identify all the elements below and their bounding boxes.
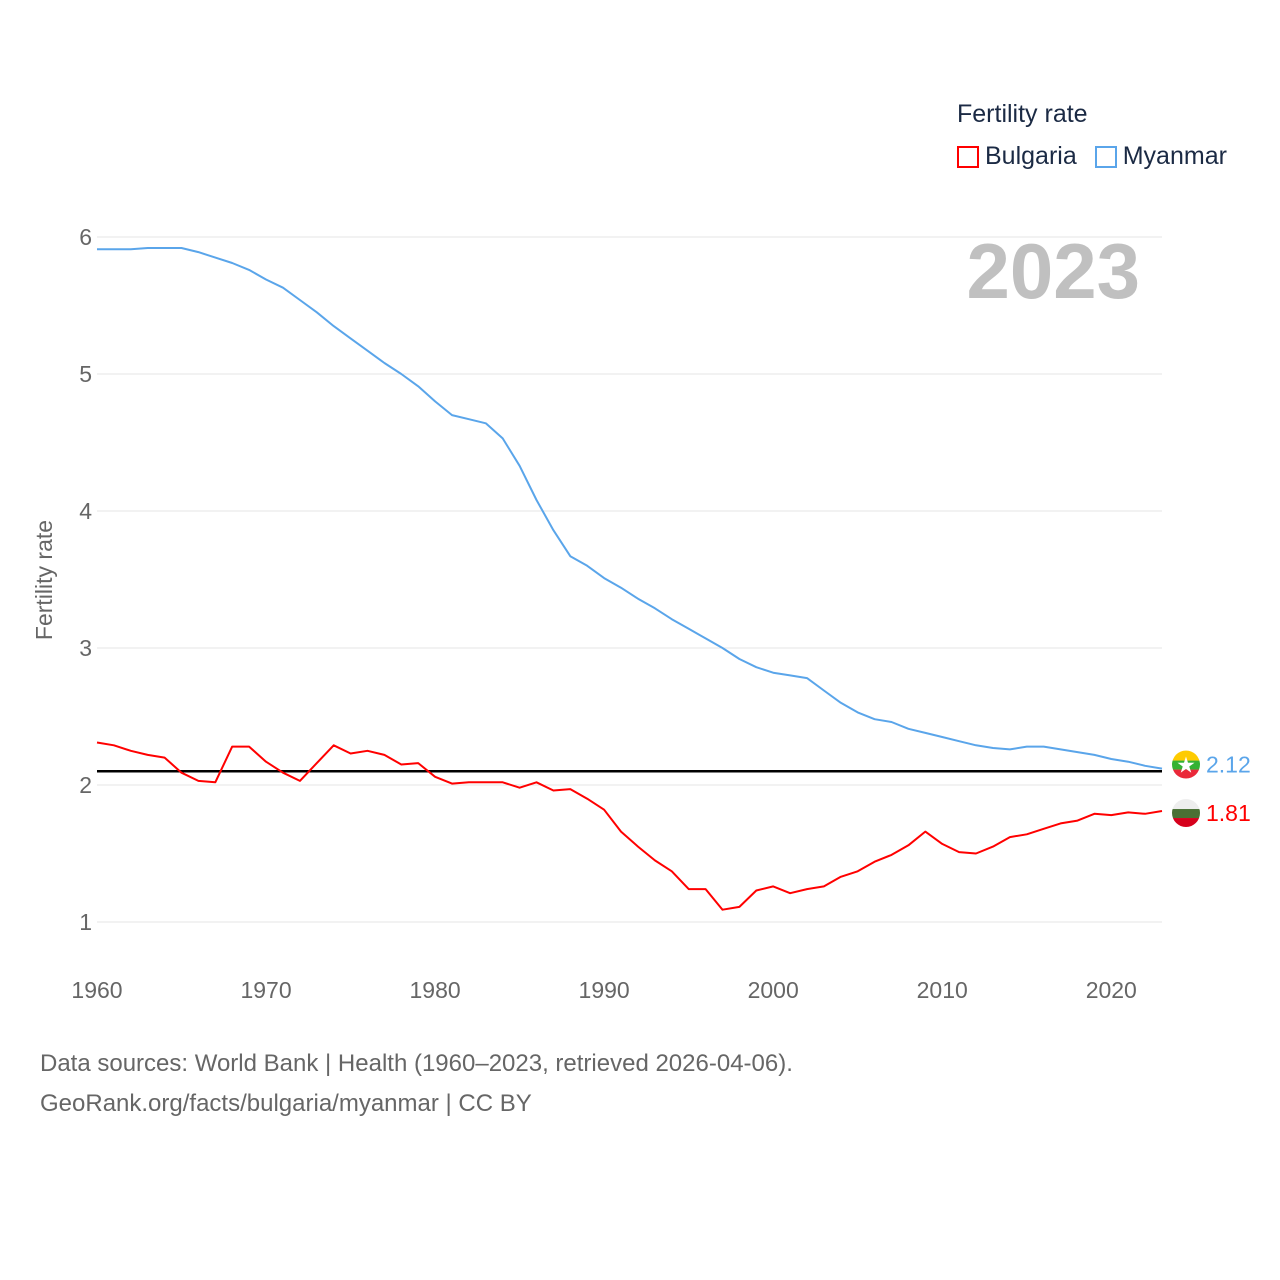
y-tick-label: 4 bbox=[79, 498, 92, 524]
legend-swatch-myanmar bbox=[1094, 145, 1117, 168]
x-tick-label: 1960 bbox=[71, 977, 122, 1003]
x-tick-label: 1990 bbox=[579, 977, 630, 1003]
data-source-text: Data sources: World Bank | Health (1960–… bbox=[40, 1050, 793, 1077]
current-year-label: 2023 bbox=[966, 227, 1140, 315]
attribution-link[interactable]: GeoRank.org/facts/bulgaria/myanmar | CC … bbox=[40, 1090, 532, 1117]
footer: Data sources: World Bank | Health (1960–… bbox=[40, 1044, 793, 1124]
x-tick-label: 2000 bbox=[748, 977, 799, 1003]
legend-swatch-bulgaria bbox=[957, 145, 979, 168]
legend: Bulgaria Myanmar bbox=[957, 142, 1227, 171]
svg-text:★: ★ bbox=[1176, 753, 1196, 778]
y-tick-label: 3 bbox=[79, 635, 92, 661]
legend-title: Fertility rate bbox=[957, 100, 1088, 128]
myanmar-flag-icon: ★ bbox=[1172, 750, 1200, 779]
x-tick-label: 2010 bbox=[917, 977, 968, 1003]
series-line-bulgaria bbox=[96, 741, 1163, 911]
x-tick-label: 2020 bbox=[1086, 977, 1137, 1003]
series-line-myanmar bbox=[97, 247, 1163, 770]
x-tick-label: 1970 bbox=[240, 977, 291, 1003]
legend-item-myanmar[interactable]: Myanmar bbox=[1094, 142, 1227, 171]
bulgaria-flag-icon bbox=[1172, 799, 1200, 828]
legend-label: Bulgaria bbox=[985, 142, 1077, 170]
end-value-label: 1.81 bbox=[1206, 800, 1251, 826]
y-axis-label: Fertility rate bbox=[31, 520, 57, 640]
y-tick-label: 5 bbox=[79, 361, 92, 387]
end-value-label: 2.12 bbox=[1206, 752, 1251, 778]
x-tick-label: 1980 bbox=[410, 977, 461, 1003]
y-tick-label: 2 bbox=[79, 772, 92, 798]
legend-label: Myanmar bbox=[1122, 142, 1227, 170]
y-tick-label: 6 bbox=[79, 224, 92, 250]
legend-item-bulgaria[interactable]: Bulgaria bbox=[957, 142, 1077, 171]
y-tick-label: 1 bbox=[79, 909, 92, 935]
